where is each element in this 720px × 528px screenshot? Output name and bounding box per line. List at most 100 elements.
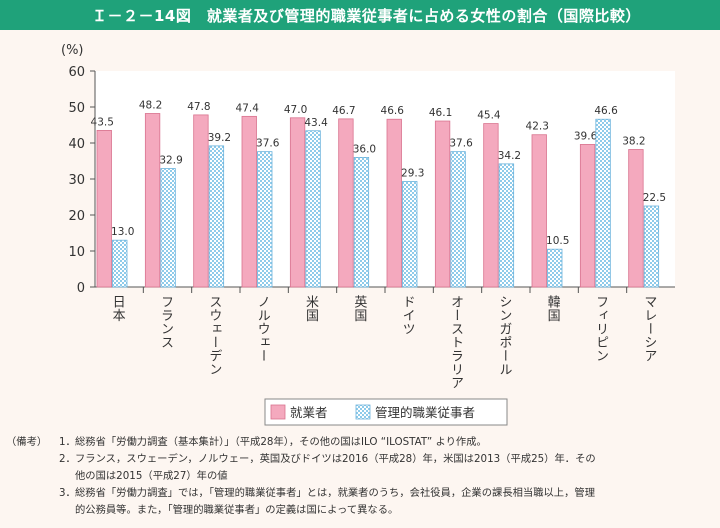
data-label: 22.5 — [643, 192, 666, 204]
bar-employed — [579, 144, 596, 288]
y-tick-label: 40 — [68, 137, 85, 152]
bar-employed — [241, 115, 257, 288]
bar-managerial — [208, 145, 225, 288]
legend-label-managerial: 管理的職業従事者 — [375, 405, 475, 420]
note-number: 3． — [59, 487, 76, 499]
bar-employed — [434, 120, 451, 288]
bar-managerial — [112, 239, 128, 288]
bar-managerial — [595, 118, 611, 288]
y-tick-label: 20 — [68, 209, 85, 224]
bar-employed — [531, 134, 547, 288]
y-tick-label: 60 — [68, 65, 85, 80]
note-heading — [6, 485, 59, 502]
bar-managerial — [402, 181, 418, 288]
note-line: 的公務員等。また，「管理的職業従事者」の定義は国によって異なる。 — [6, 502, 716, 519]
category-label: フィリピン — [593, 295, 608, 363]
data-label: 13.0 — [111, 226, 134, 238]
note-heading — [6, 502, 59, 519]
y-tick-label: 50 — [68, 101, 85, 116]
category-label: 米国 — [303, 295, 319, 322]
data-label: 39.2 — [208, 132, 231, 144]
note-line: 他の国は2015（平成27）年の値 — [6, 468, 716, 485]
bar-managerial — [498, 163, 515, 288]
note-heading: （備考） — [6, 436, 48, 448]
y-axis-unit: (%) — [61, 43, 84, 58]
data-label: 36.0 — [353, 143, 376, 155]
data-label: 46.7 — [332, 105, 355, 117]
legend-swatch-managerial — [355, 404, 371, 420]
note-text: フランス，スウェーデン，ノルウェー，英国及びドイツは2016（平成28）年，米国… — [75, 453, 596, 465]
y-tick-label: 30 — [68, 173, 85, 188]
bar-employed — [338, 118, 354, 288]
legend-box — [264, 398, 508, 426]
bar-chart: (%) 0 10 20 30 40 50 60 43.5 13.0 48.2 32.9 47.8 39… — [61, 43, 675, 426]
data-label: 48.2 — [139, 99, 162, 111]
data-label: 37.6 — [449, 138, 473, 150]
category-label: オーストラリア — [448, 295, 463, 390]
data-label: 46.1 — [429, 107, 452, 119]
note-line: 3． 総務省「労働力調査」では，「管理的職業従事者」とは，就業者のうち，会社役員，… — [6, 485, 716, 502]
data-label: 43.5 — [91, 116, 114, 128]
category-label: スウェーデン — [206, 295, 221, 376]
bars: 43.5 13.0 48.2 32.9 47.8 39.2 47.4 37.6 47.043.4… — [91, 99, 666, 293]
category-label: ドイツ — [400, 295, 415, 336]
data-label: 47.0 — [284, 104, 307, 116]
bar-employed — [144, 113, 161, 288]
bar-employed — [483, 123, 499, 288]
data-label: 46.6 — [381, 105, 405, 117]
legend-swatch-employed — [270, 404, 286, 420]
notes: （備考） 1． 総務省「労働力調査（基本集計）」（平成28年），その他の国はILO … — [6, 434, 716, 519]
category-label: 韓国 — [545, 295, 561, 322]
note-number: 2． — [59, 453, 76, 465]
plot-area — [95, 71, 675, 287]
note-text: 総務省「労働力調査（基本集計）」（平成28年），その他の国はILO “ILOST… — [75, 436, 487, 448]
category-label: マレーシア — [641, 295, 656, 363]
category-labels: 日本 フランス スウェーデン ノルウェー 米国 英国 ドイツ オーストラリア シンガポール 韓国 フ… — [110, 295, 657, 390]
data-label: 45.4 — [477, 110, 501, 122]
note-number — [59, 502, 75, 519]
data-label: 47.4 — [236, 102, 260, 114]
note-heading — [6, 468, 59, 485]
bar-managerial — [450, 151, 466, 288]
data-label: 29.3 — [401, 168, 424, 180]
category-label: フランス — [158, 295, 173, 349]
category-label: 英国 — [351, 295, 367, 322]
note-text: 的公務員等。また，「管理的職業従事者」の定義は国によって異なる。 — [75, 504, 399, 516]
y-tick-label: 0 — [77, 281, 85, 296]
category-label: 日本 — [110, 295, 126, 322]
legend-label-employed: 就業者 — [290, 405, 328, 420]
data-label: 10.5 — [546, 235, 569, 247]
data-label: 34.2 — [498, 150, 521, 162]
figure-title: Ｉ－２－14図 就業者及び管理的職業従事者に占める女性の割合（国際比較） — [0, 0, 720, 30]
bar-employed — [193, 114, 209, 288]
data-label: 32.9 — [159, 155, 182, 167]
data-label: 37.6 — [256, 138, 280, 150]
bar-managerial — [305, 130, 321, 288]
category-label: ノルウェー — [255, 295, 270, 363]
data-label: 42.3 — [526, 121, 549, 133]
note-number: 1． — [59, 436, 76, 448]
legend: 就業者 管理的職業従事者 — [264, 398, 508, 426]
bar-managerial — [547, 248, 563, 288]
data-label: 46.6 — [594, 105, 618, 117]
note-line: 2． フランス，スウェーデン，ノルウェー，英国及びドイツは2016（平成28）年，… — [6, 451, 716, 468]
note-heading — [6, 451, 59, 468]
note-line: （備考） 1． 総務省「労働力調査（基本集計）」（平成28年），その他の国はILO … — [6, 434, 716, 451]
data-label: 38.2 — [622, 135, 645, 147]
bar-managerial — [257, 151, 273, 288]
note-number — [59, 468, 75, 485]
note-text: 総務省「労働力調査」では，「管理的職業従事者」とは，就業者のうち，会社役員，企業… — [75, 487, 595, 499]
bar-employed — [96, 129, 112, 288]
note-text: 他の国は2015（平成27）年の値 — [75, 470, 228, 482]
bar-managerial — [643, 205, 660, 288]
bar-managerial — [160, 168, 176, 288]
bar-employed — [628, 149, 644, 288]
data-label: 39.6 — [574, 130, 598, 142]
data-label: 47.8 — [187, 101, 210, 113]
category-label: シンガポール — [496, 295, 511, 376]
y-tick-label: 10 — [68, 245, 85, 260]
data-label: 43.4 — [304, 117, 328, 129]
bar-managerial — [353, 156, 370, 288]
bar-employed — [289, 117, 306, 288]
bar-employed — [386, 118, 402, 288]
